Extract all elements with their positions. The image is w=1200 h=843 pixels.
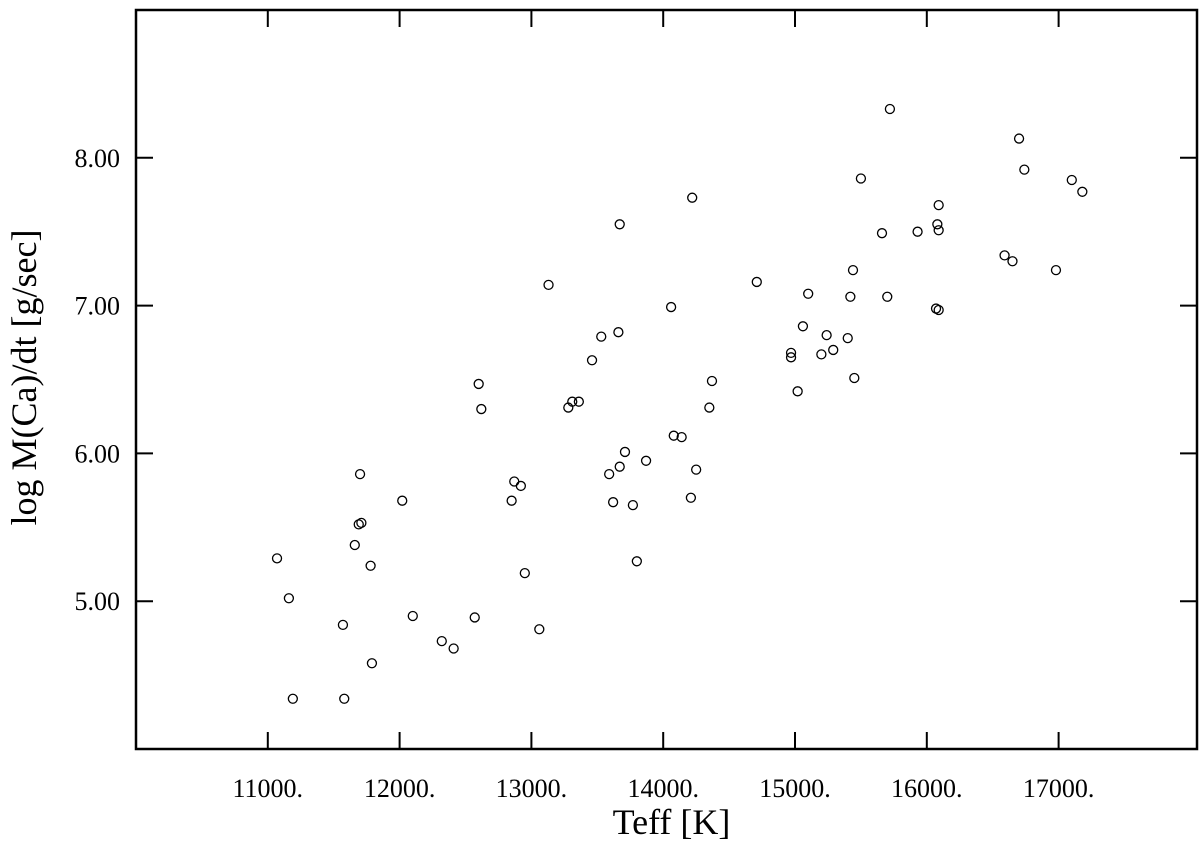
data-point — [448, 643, 459, 654]
x-tick-label: 11000. — [233, 774, 304, 803]
data-point — [842, 332, 853, 344]
data-point — [1077, 186, 1088, 197]
data-point — [847, 264, 859, 276]
data-point — [785, 352, 797, 363]
data-point — [821, 330, 832, 341]
data-point — [613, 327, 624, 338]
data-point — [596, 331, 607, 342]
data-point — [627, 499, 639, 511]
x-tick-label: 14000. — [627, 774, 699, 803]
data-point — [706, 375, 718, 387]
data-point — [614, 219, 625, 230]
data-point — [573, 396, 585, 407]
data-point — [691, 464, 702, 475]
data-point — [567, 396, 578, 407]
plot-frame — [134, 8, 1199, 751]
x-tick-label: 12000. — [364, 774, 436, 803]
data-point — [803, 288, 814, 299]
data-point — [668, 430, 679, 441]
data-point — [353, 519, 364, 530]
y-tick-label: 5.00 — [75, 587, 121, 616]
data-point — [534, 624, 545, 635]
data-point — [349, 539, 360, 551]
data-point — [506, 495, 517, 506]
data-point — [933, 304, 944, 316]
x-axis-tick-labels: 11000. 12000. 13000. 14000. 15000. 16000. 1700… — [233, 774, 1095, 803]
data-point — [640, 455, 652, 466]
y-axis-ticks — [136, 156, 1197, 603]
data-point — [436, 635, 447, 647]
data-point — [366, 658, 378, 669]
data-point — [687, 192, 698, 203]
data-point — [1013, 133, 1025, 144]
data-point — [287, 693, 298, 704]
data-point — [354, 468, 366, 480]
x-tick-label: 17000. — [1023, 774, 1095, 803]
data-point — [476, 403, 487, 415]
data-point — [515, 480, 527, 492]
data-point — [631, 556, 642, 567]
data-point — [469, 612, 480, 623]
data-point — [855, 173, 867, 184]
y-axis-tick-labels: 5.00 6.00 7.00 8.00 — [75, 144, 121, 616]
data-point — [751, 276, 762, 288]
x-tick-label: 15000. — [759, 774, 831, 803]
data-point — [407, 610, 418, 622]
data-point — [797, 321, 809, 332]
data-point — [271, 553, 283, 564]
data-point — [828, 344, 839, 356]
data-point — [604, 468, 615, 480]
data-point — [845, 291, 856, 302]
y-tick-label: 6.00 — [75, 439, 121, 468]
data-point — [933, 225, 944, 236]
data-point — [1050, 264, 1062, 276]
data-point — [607, 497, 619, 508]
data-point — [685, 492, 697, 503]
data-point — [785, 347, 797, 359]
x-tick-label: 13000. — [496, 774, 568, 803]
data-point — [509, 476, 520, 487]
data-point — [704, 402, 715, 413]
data-point — [930, 303, 942, 314]
data-point — [614, 461, 625, 472]
data-point — [1066, 174, 1077, 186]
y-tick-label: 7.00 — [75, 292, 121, 321]
data-point — [999, 250, 1010, 261]
data-point — [473, 378, 484, 390]
data-points — [271, 103, 1088, 704]
data-point — [665, 301, 677, 313]
data-point — [1019, 164, 1030, 175]
data-point — [884, 103, 896, 115]
data-point — [676, 431, 687, 443]
data-point — [619, 446, 631, 458]
data-point — [1007, 256, 1018, 267]
data-point — [816, 349, 827, 360]
y-axis-title: log M(Ca)/dt [g/sec] — [4, 230, 44, 526]
data-point — [792, 386, 803, 397]
y-tick-label: 8.00 — [75, 144, 121, 173]
data-point — [932, 219, 943, 230]
data-point — [519, 567, 530, 579]
data-point — [356, 517, 367, 529]
data-point — [586, 355, 598, 366]
data-point — [543, 279, 554, 291]
data-point — [933, 199, 944, 211]
data-point — [283, 593, 295, 604]
data-point — [849, 372, 860, 384]
x-axis-title: Teff [K] — [613, 802, 731, 842]
x-axis-ticks — [266, 10, 1060, 749]
data-point — [365, 560, 376, 571]
data-point — [339, 693, 350, 704]
data-point — [876, 228, 888, 239]
x-tick-label: 16000. — [891, 774, 963, 803]
data-point — [397, 495, 408, 506]
data-point — [882, 291, 893, 302]
data-point — [912, 226, 923, 237]
data-point — [337, 619, 349, 630]
